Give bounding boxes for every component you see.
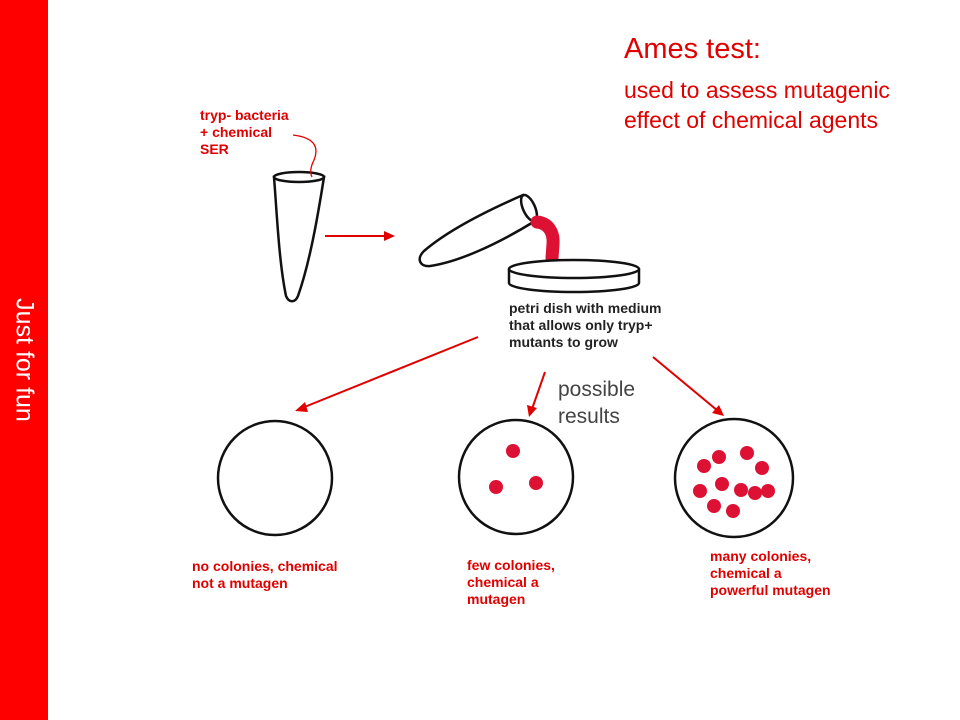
pouring-tube-icon bbox=[418, 193, 537, 268]
result-label-line: powerful mutagen bbox=[710, 582, 831, 598]
result-label-few: few colonies, chemical a mutagen bbox=[467, 557, 555, 608]
result-label-line: mutagen bbox=[467, 591, 526, 607]
page-title: Ames test: bbox=[624, 33, 761, 65]
colony bbox=[489, 480, 503, 494]
side-bar: Just for fun bbox=[0, 0, 48, 720]
result-dish-empty bbox=[216, 419, 334, 537]
subtitle-line: used to assess mutagenic bbox=[624, 77, 890, 103]
result-label-line: chemical a bbox=[467, 574, 539, 590]
result-label-many: many colonies, chemical a powerful mutag… bbox=[710, 548, 831, 599]
result-label-line: not a mutagen bbox=[192, 575, 288, 591]
colony bbox=[748, 486, 762, 500]
arrow-head bbox=[527, 405, 537, 417]
possible-results-label: possible results bbox=[558, 376, 635, 430]
result-label-none: no colonies, chemical not a mutagen bbox=[192, 558, 338, 592]
tube-label: tryp- bacteria + chemical SER bbox=[200, 107, 289, 158]
tube-label-line: tryp- bacteria bbox=[200, 107, 289, 123]
result-label-line: many colonies, bbox=[710, 548, 812, 564]
arrow-line bbox=[531, 371, 546, 410]
colony bbox=[726, 504, 740, 518]
test-tube-icon bbox=[272, 175, 326, 303]
colony bbox=[761, 484, 775, 498]
result-dish-few bbox=[457, 418, 575, 536]
result-dish-many bbox=[673, 417, 795, 539]
result-label-line: few colonies, bbox=[467, 557, 555, 573]
dish-label-line: petri dish with medium bbox=[509, 300, 662, 316]
colony bbox=[506, 444, 520, 458]
colony bbox=[740, 446, 754, 460]
tube-label-line: SER bbox=[200, 141, 229, 157]
colony bbox=[712, 450, 726, 464]
arrow-head bbox=[384, 231, 395, 241]
arrow-head bbox=[712, 405, 724, 416]
result-label-line: chemical a bbox=[710, 565, 782, 581]
arrow-line bbox=[301, 336, 479, 409]
result-label-line: no colonies, chemical bbox=[192, 558, 338, 574]
dish-label-line: that allows only tryp+ bbox=[509, 317, 653, 333]
page-subtitle: used to assess mutagenic effect of chemi… bbox=[624, 75, 890, 135]
arrow-head bbox=[295, 402, 308, 412]
colony bbox=[697, 459, 711, 473]
dish-label: petri dish with medium that allows only … bbox=[509, 300, 661, 351]
arrow-line bbox=[652, 356, 719, 412]
dish-label-line: mutants to grow bbox=[509, 334, 618, 350]
subtitle-line: effect of chemical agents bbox=[624, 107, 878, 133]
colony bbox=[755, 461, 769, 475]
colony bbox=[734, 483, 748, 497]
colony bbox=[693, 484, 707, 498]
poured-liquid bbox=[530, 215, 560, 265]
label-leader-line bbox=[292, 134, 317, 178]
possible-results-line: possible bbox=[558, 378, 636, 401]
colony bbox=[529, 476, 543, 490]
petri-dish-rim bbox=[507, 258, 641, 280]
possible-results-line: results bbox=[558, 405, 620, 428]
colony bbox=[715, 477, 729, 491]
colony bbox=[707, 499, 721, 513]
test-tube-rim bbox=[272, 170, 326, 184]
tube-label-line: + chemical bbox=[200, 124, 272, 140]
